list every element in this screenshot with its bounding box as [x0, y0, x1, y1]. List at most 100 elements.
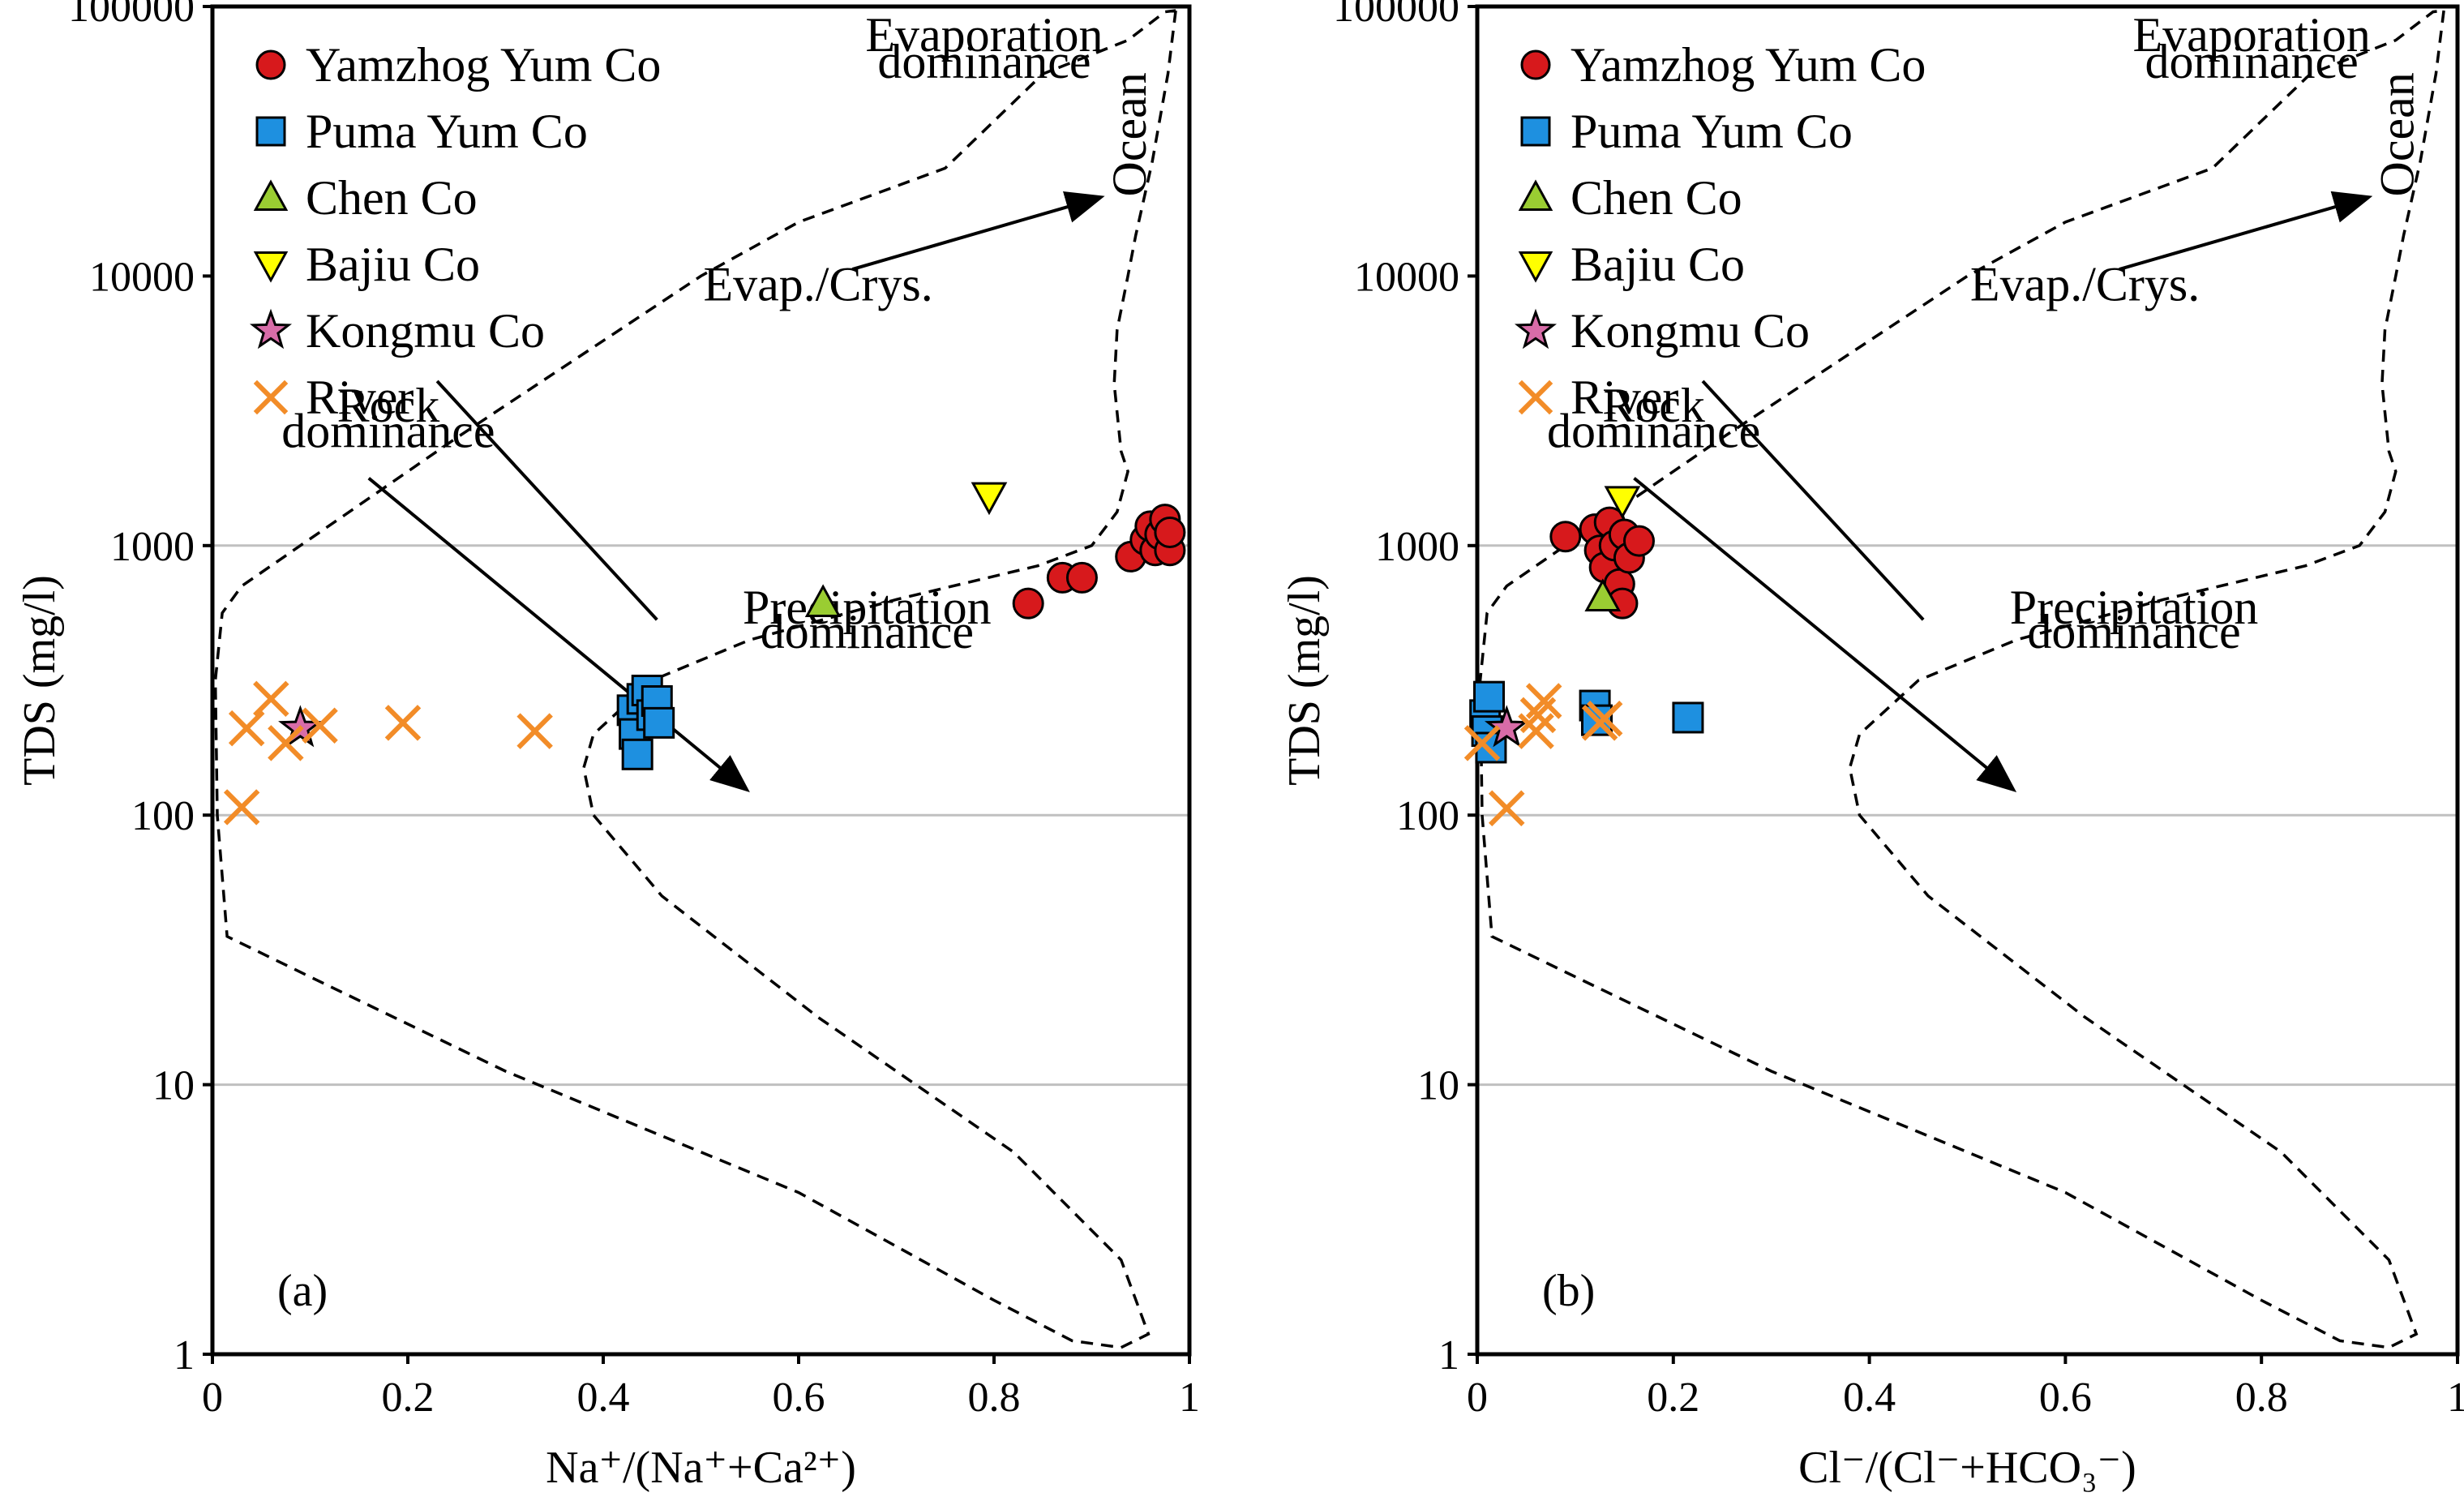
legend-marker — [255, 116, 286, 147]
data-point — [1489, 790, 1525, 827]
legend-label: Yamzhog Yum Co — [306, 38, 661, 92]
annotation-rock-dominance: dominance — [1547, 404, 1760, 457]
data-point — [971, 482, 1008, 516]
legend-label: Bajiu Co — [306, 238, 480, 291]
series-river — [223, 680, 553, 826]
x-tick-label: 1 — [1179, 1374, 1200, 1421]
x-tick-label: 0.6 — [773, 1374, 825, 1421]
y-tick-label: 10000 — [1354, 254, 1459, 300]
legend-marker — [253, 251, 289, 283]
y-tick-label: 1 — [174, 1332, 195, 1379]
data-point — [1604, 486, 1641, 520]
legend-label: River — [1571, 371, 1678, 424]
y-axis-title: TDS (mg/l) — [1279, 575, 1330, 786]
legend-label: Puma Yum Co — [1571, 105, 1853, 158]
data-point — [1012, 587, 1044, 620]
y-tick-label: 100 — [1396, 793, 1459, 839]
data-point — [1672, 701, 1704, 734]
evaporation-arrow — [2119, 191, 2373, 272]
series-chen-co — [1584, 578, 1622, 612]
annotation-rock: Rock — [337, 379, 440, 432]
x-tick-label: 0.4 — [1843, 1374, 1896, 1421]
data-point — [228, 710, 265, 747]
x-tick-label: 0.8 — [2235, 1374, 2288, 1421]
data-point — [1463, 725, 1501, 761]
annotation-precipitation: Precipitation — [2010, 581, 2259, 634]
legend-label: Yamzhog Yum Co — [1571, 38, 1926, 92]
x-tick-label: 0.8 — [968, 1374, 1021, 1421]
annotation-ocean: Ocean — [2371, 72, 2424, 196]
y-tick-label: 10 — [1417, 1063, 1459, 1109]
legend-marker — [1520, 116, 1551, 147]
data-point — [1065, 561, 1098, 594]
data-point — [1154, 516, 1186, 548]
legend-marker — [1518, 179, 1553, 211]
x-tick-label: 0 — [1467, 1374, 1488, 1421]
chart-panel-a: 1 10 100 1000 10000 100000 0 0.2 0.4 0.6 0.8 1 Na⁺/(… — [15, 0, 1200, 1493]
y-tick-label: 100000 — [1333, 0, 1459, 31]
y-tick-label: 100000 — [68, 0, 195, 31]
annotation-precipitation-dominance: dominance — [761, 605, 974, 658]
y-tick-label: 10 — [152, 1063, 195, 1109]
annotation-evap-crys: Evap./Crys. — [1970, 257, 2200, 311]
data-point — [1525, 683, 1562, 719]
x-axis-title: Cl⁻/(Cl⁻+HCO₃⁻) — [1798, 1443, 2136, 1493]
legend-marker — [1514, 308, 1558, 350]
series-yamzhog-yum-co — [1012, 504, 1186, 620]
legend-label: River — [306, 371, 414, 424]
plot-frame — [1475, 4, 2460, 1357]
legend-label: Chen Co — [1571, 171, 1742, 225]
x-tick-label: 1 — [2447, 1374, 2464, 1421]
legend-label: Kongmu Co — [306, 304, 545, 358]
series-chen-co — [804, 584, 842, 617]
data-point — [1584, 578, 1622, 612]
legend-label: Puma Yum Co — [306, 105, 588, 158]
chart-panel-b: 1 10 100 1000 10000 100000 0 0.2 0.4 0.6 0.8 1 Cl⁻/(… — [1279, 0, 2464, 1493]
legend-marker — [1518, 251, 1553, 283]
rock-to-evap-arrow — [435, 380, 658, 621]
legend: Yamzhog Yum Co Puma Yum Co Chen Co Bajiu Co… — [249, 38, 661, 424]
annotation-evaporation-dominance: dominance — [2145, 35, 2358, 88]
data-point — [1586, 700, 1623, 737]
legend-marker — [249, 308, 293, 350]
data-point — [804, 584, 842, 617]
data-point — [223, 789, 260, 826]
plot-frame — [210, 4, 1192, 1357]
evaporation-arrow — [851, 191, 1105, 272]
precipitation-arrow — [367, 477, 750, 793]
series-puma-yum-co — [616, 674, 675, 770]
annotation-precipitation: Precipitation — [743, 581, 992, 634]
x-tick-label: 0.4 — [577, 1374, 630, 1421]
legend-label: Bajiu Co — [1571, 238, 1745, 291]
panel-label: (b) — [1542, 1266, 1595, 1316]
y-tick-label: 100 — [131, 793, 195, 839]
precipitation-arrow — [1633, 477, 2017, 793]
data-point — [384, 705, 422, 741]
series-bajiu-co — [971, 482, 1008, 516]
annotation-rock: Rock — [1602, 379, 1705, 432]
data-point — [1473, 680, 1506, 713]
series-bajiu-co — [1604, 486, 1641, 520]
annotation-evaporation: Evaporation — [2132, 8, 2370, 62]
legend-marker — [1520, 49, 1551, 80]
legend-label: Kongmu Co — [1571, 304, 1810, 358]
y-tick-label: 1000 — [1375, 524, 1459, 570]
data-point — [621, 738, 653, 770]
annotation-evap-crys: Evap./Crys. — [703, 257, 932, 311]
data-point — [516, 713, 553, 749]
series-river — [1463, 683, 1623, 827]
series-kongmu-co — [1484, 705, 1529, 748]
y-axis-title: TDS (mg/l) — [15, 575, 65, 786]
annotation-evaporation: Evaporation — [865, 8, 1103, 62]
legend-marker — [1518, 380, 1553, 415]
legend: Yamzhog Yum Co Puma Yum Co Chen Co Bajiu Co… — [1514, 38, 1926, 424]
annotation-evaporation-dominance: dominance — [877, 35, 1091, 88]
annotation-precipitation-dominance: dominance — [2027, 605, 2240, 658]
x-tick-label: 0.2 — [382, 1374, 435, 1421]
data-point — [643, 706, 675, 739]
legend-marker — [253, 380, 289, 415]
x-tick-label: 0.6 — [2039, 1374, 2092, 1421]
data-point — [302, 707, 338, 744]
rock-to-evap-arrow — [1701, 380, 1925, 621]
